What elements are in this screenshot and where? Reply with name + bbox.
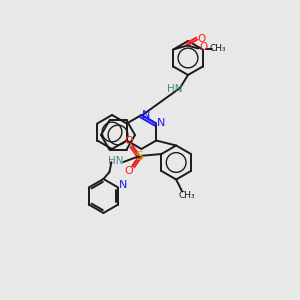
Text: N: N (119, 181, 128, 190)
Text: N: N (142, 110, 151, 120)
Text: O: O (199, 43, 207, 52)
Text: N: N (157, 118, 165, 128)
Text: CH₃: CH₃ (179, 191, 196, 200)
Text: O: O (124, 166, 133, 176)
Text: HN: HN (167, 84, 183, 94)
Text: O: O (124, 136, 133, 146)
Text: S: S (135, 149, 143, 163)
Text: HN: HN (108, 156, 123, 166)
Text: CH₃: CH₃ (210, 44, 226, 53)
Text: O: O (197, 34, 206, 44)
